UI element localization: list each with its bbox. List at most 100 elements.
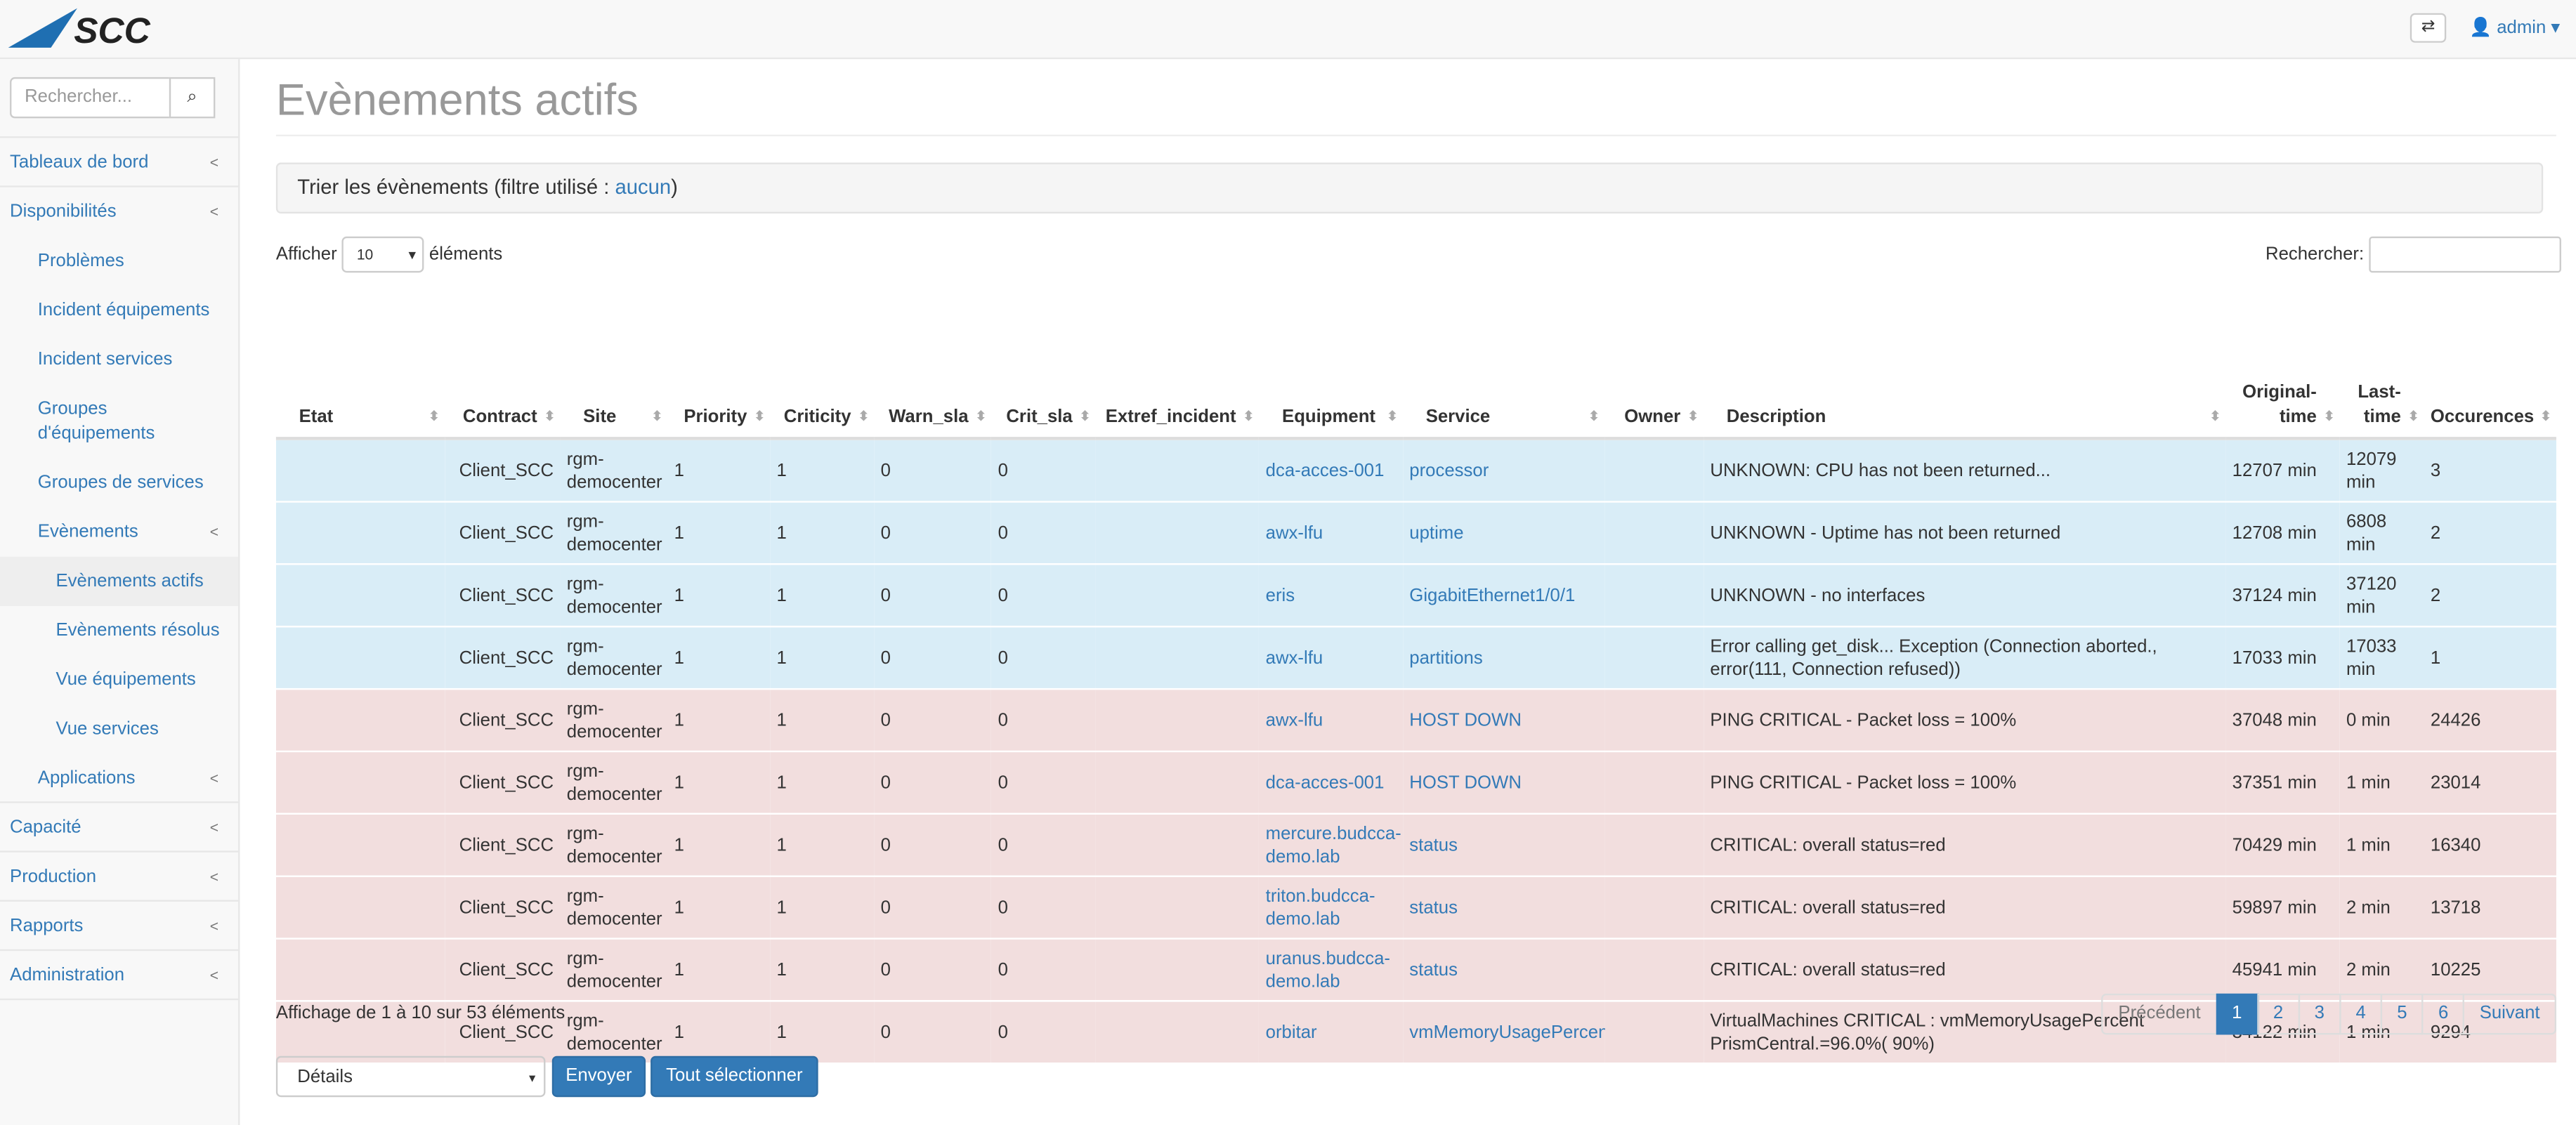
page-button[interactable]: 6 xyxy=(2421,993,2465,1035)
sidebar: Rechercher... ⌕ Tableaux de bord < Disponi… xyxy=(0,59,240,1125)
user-name[interactable]: admin xyxy=(2497,18,2546,38)
search-input[interactable]: Rechercher... xyxy=(10,77,171,119)
sort-icon: ⬍ xyxy=(754,409,766,424)
cell-service[interactable]: uptime xyxy=(1402,501,1604,565)
cell-service[interactable]: status xyxy=(1402,813,1604,876)
column-header[interactable]: Priority ⬍ xyxy=(667,351,771,440)
menu-item[interactable]: Production < xyxy=(0,853,239,902)
column-header[interactable]: Last-time ⬍ xyxy=(2339,351,2424,440)
cell-equipment[interactable]: uranus.budcca-demo.lab xyxy=(1259,938,1403,1001)
event-row[interactable]: Client_SCC rgm-democenter 1 1 0 0 awx-lfu parti… xyxy=(275,626,2556,690)
column-header[interactable]: Crit_sla ⬍ xyxy=(991,351,1096,440)
cell-service[interactable]: processor xyxy=(1402,438,1604,502)
cell-equipment[interactable]: mercure.budcca-demo.lab xyxy=(1259,813,1403,876)
menu-item[interactable]: Evènements actifs xyxy=(0,556,239,606)
submit-button[interactable]: Envoyer xyxy=(551,1055,646,1098)
cell-equipment[interactable]: awx-lfu xyxy=(1259,626,1403,690)
empty-cell xyxy=(275,501,445,565)
event-row[interactable]: Client_SCC rgm-democenter 1 1 0 0 mercure.budc… xyxy=(275,813,2556,876)
cell-equipment[interactable]: awx-lfu xyxy=(1259,688,1403,751)
menu-item[interactable]: Problèmes xyxy=(37,251,124,271)
column-header[interactable]: Etat ⬍ xyxy=(275,351,445,440)
cell-equipment[interactable]: dca-acces-001 xyxy=(1259,750,1403,814)
cell-criticity: 1 xyxy=(770,813,875,876)
event-row[interactable]: Client_SCC rgm-democenter 1 1 0 0 dca-acces-00… xyxy=(275,750,2556,814)
column-header[interactable]: Service ⬍ xyxy=(1402,351,1604,440)
cell-service[interactable]: GigabitEthernet1/0/1 xyxy=(1402,563,1604,627)
menu-item[interactable]: Administration < xyxy=(0,951,239,1001)
page-button[interactable]: 2 xyxy=(2256,993,2300,1035)
page-button[interactable]: 4 xyxy=(2339,993,2383,1035)
cell-service[interactable]: status xyxy=(1402,938,1604,1001)
cell-service[interactable]: vmMemoryUsagePercent xyxy=(1402,1000,1604,1063)
filter-link[interactable]: aucun xyxy=(615,176,672,199)
cell-equipment[interactable]: orbitar xyxy=(1259,1000,1403,1063)
menu-item[interactable]: Disponibilités < xyxy=(10,202,219,222)
cell-warn-sla: 0 xyxy=(874,813,992,876)
menu-item[interactable]: Vue services xyxy=(55,719,159,739)
cell-contract: Client_SCC xyxy=(444,1000,561,1063)
menu-item[interactable]: Capacité < xyxy=(0,803,239,853)
event-row[interactable]: Client_SCC rgm-democenter 1 1 0 0 awx-lfu HOST … xyxy=(275,688,2556,751)
toggle-button[interactable]: ⇄ xyxy=(2410,13,2447,43)
event-row[interactable]: Client_SCC rgm-democenter 1 1 0 0 triton.budcc… xyxy=(275,875,2556,939)
menu-item[interactable]: Rapports < xyxy=(0,902,239,952)
event-row[interactable]: Client_SCC rgm-democenter 1 1 0 0 dca-acces-00… xyxy=(275,438,2556,502)
column-title: Crit_sla xyxy=(1006,407,1073,428)
cell-crit-sla: 0 xyxy=(991,875,1096,939)
column-header[interactable]: Criticity ⬍ xyxy=(770,351,875,440)
column-header[interactable]: Owner ⬍ xyxy=(1604,351,1704,440)
length-select[interactable]: 10 ▾ xyxy=(341,236,424,273)
cell-occurences: 1 xyxy=(2424,626,2556,690)
cell-warn-sla: 0 xyxy=(874,563,992,627)
menu-item[interactable]: Groupes de services xyxy=(37,473,204,493)
sort-icon: ⬍ xyxy=(2540,409,2551,424)
cell-contract: Client_SCC xyxy=(444,501,561,565)
sidebar-search: Rechercher... ⌕ xyxy=(0,59,239,138)
cell-equipment[interactable]: dca-acces-001 xyxy=(1259,438,1403,502)
select-all-button[interactable]: Tout sélectionner xyxy=(650,1055,818,1098)
column-header[interactable]: Contract ⬍ xyxy=(444,351,561,440)
cell-occurences: 10225 xyxy=(2424,938,2556,1001)
column-header[interactable]: Original-time ⬍ xyxy=(2225,351,2340,440)
event-row[interactable]: Client_SCC rgm-democenter 1 1 0 0 uranus.budcc… xyxy=(275,938,2556,1001)
column-header[interactable]: Extref_incident ⬍ xyxy=(1095,351,1260,440)
menu-item[interactable]: Incident services xyxy=(37,350,173,370)
menu-item[interactable]: Applications < xyxy=(0,754,239,803)
user-menu[interactable]: 👤 admin ▾ xyxy=(2469,18,2561,38)
table-search-input[interactable] xyxy=(2369,236,2561,273)
cell-criticity: 1 xyxy=(770,875,875,939)
menu-item[interactable]: Evènements résolus xyxy=(55,621,220,641)
menu-item[interactable]: Evènements < xyxy=(37,522,219,542)
column-title: Criticity xyxy=(783,407,851,428)
length-control: Afficher 10 ▾ éléments xyxy=(276,236,502,273)
cell-service[interactable]: HOST DOWN xyxy=(1402,750,1604,814)
cell-service[interactable]: HOST DOWN xyxy=(1402,688,1604,751)
cell-equipment[interactable]: eris xyxy=(1259,563,1403,627)
page-button[interactable]: Précédent xyxy=(2102,993,2218,1035)
cell-contract: Client_SCC xyxy=(444,438,561,502)
menu-item[interactable]: Groupes d'équipements xyxy=(37,398,155,443)
action-select[interactable]: Détails ▾ xyxy=(275,1055,546,1098)
page-button[interactable]: 5 xyxy=(2380,993,2424,1035)
page-button[interactable]: 3 xyxy=(2298,993,2341,1035)
column-header[interactable]: Warn_sla ⬍ xyxy=(874,351,992,440)
cell-equipment[interactable]: awx-lfu xyxy=(1259,501,1403,565)
column-header[interactable]: Occurences ⬍ xyxy=(2424,351,2556,440)
menu-item[interactable]: Tableaux de bord < xyxy=(0,138,239,188)
column-header[interactable]: Site ⬍ xyxy=(560,351,668,440)
event-row[interactable]: Client_SCC rgm-democenter 1 1 0 0 eris GigabitE… xyxy=(275,563,2556,627)
page-button[interactable]: 1 xyxy=(2215,993,2258,1035)
menu-item[interactable]: Incident équipements xyxy=(37,300,210,321)
page-button[interactable]: Suivant xyxy=(2463,993,2556,1035)
cell-service[interactable]: status xyxy=(1402,875,1604,939)
cell-equipment[interactable]: triton.budcca-demo.lab xyxy=(1259,875,1403,939)
column-header[interactable]: Description ⬍ xyxy=(1704,351,2226,440)
search-button[interactable]: ⌕ xyxy=(169,77,216,119)
event-row[interactable]: Client_SCC rgm-democenter 1 1 0 0 orbitar vmMem… xyxy=(275,1000,2556,1063)
column-header[interactable]: Equipment ⬍ xyxy=(1259,351,1403,440)
menu-item[interactable]: Vue équipements xyxy=(55,670,196,690)
cell-service[interactable]: partitions xyxy=(1402,626,1604,690)
logo[interactable]: SCC xyxy=(8,5,206,54)
event-row[interactable]: Client_SCC rgm-democenter 1 1 0 0 awx-lfu uptim… xyxy=(275,501,2556,565)
